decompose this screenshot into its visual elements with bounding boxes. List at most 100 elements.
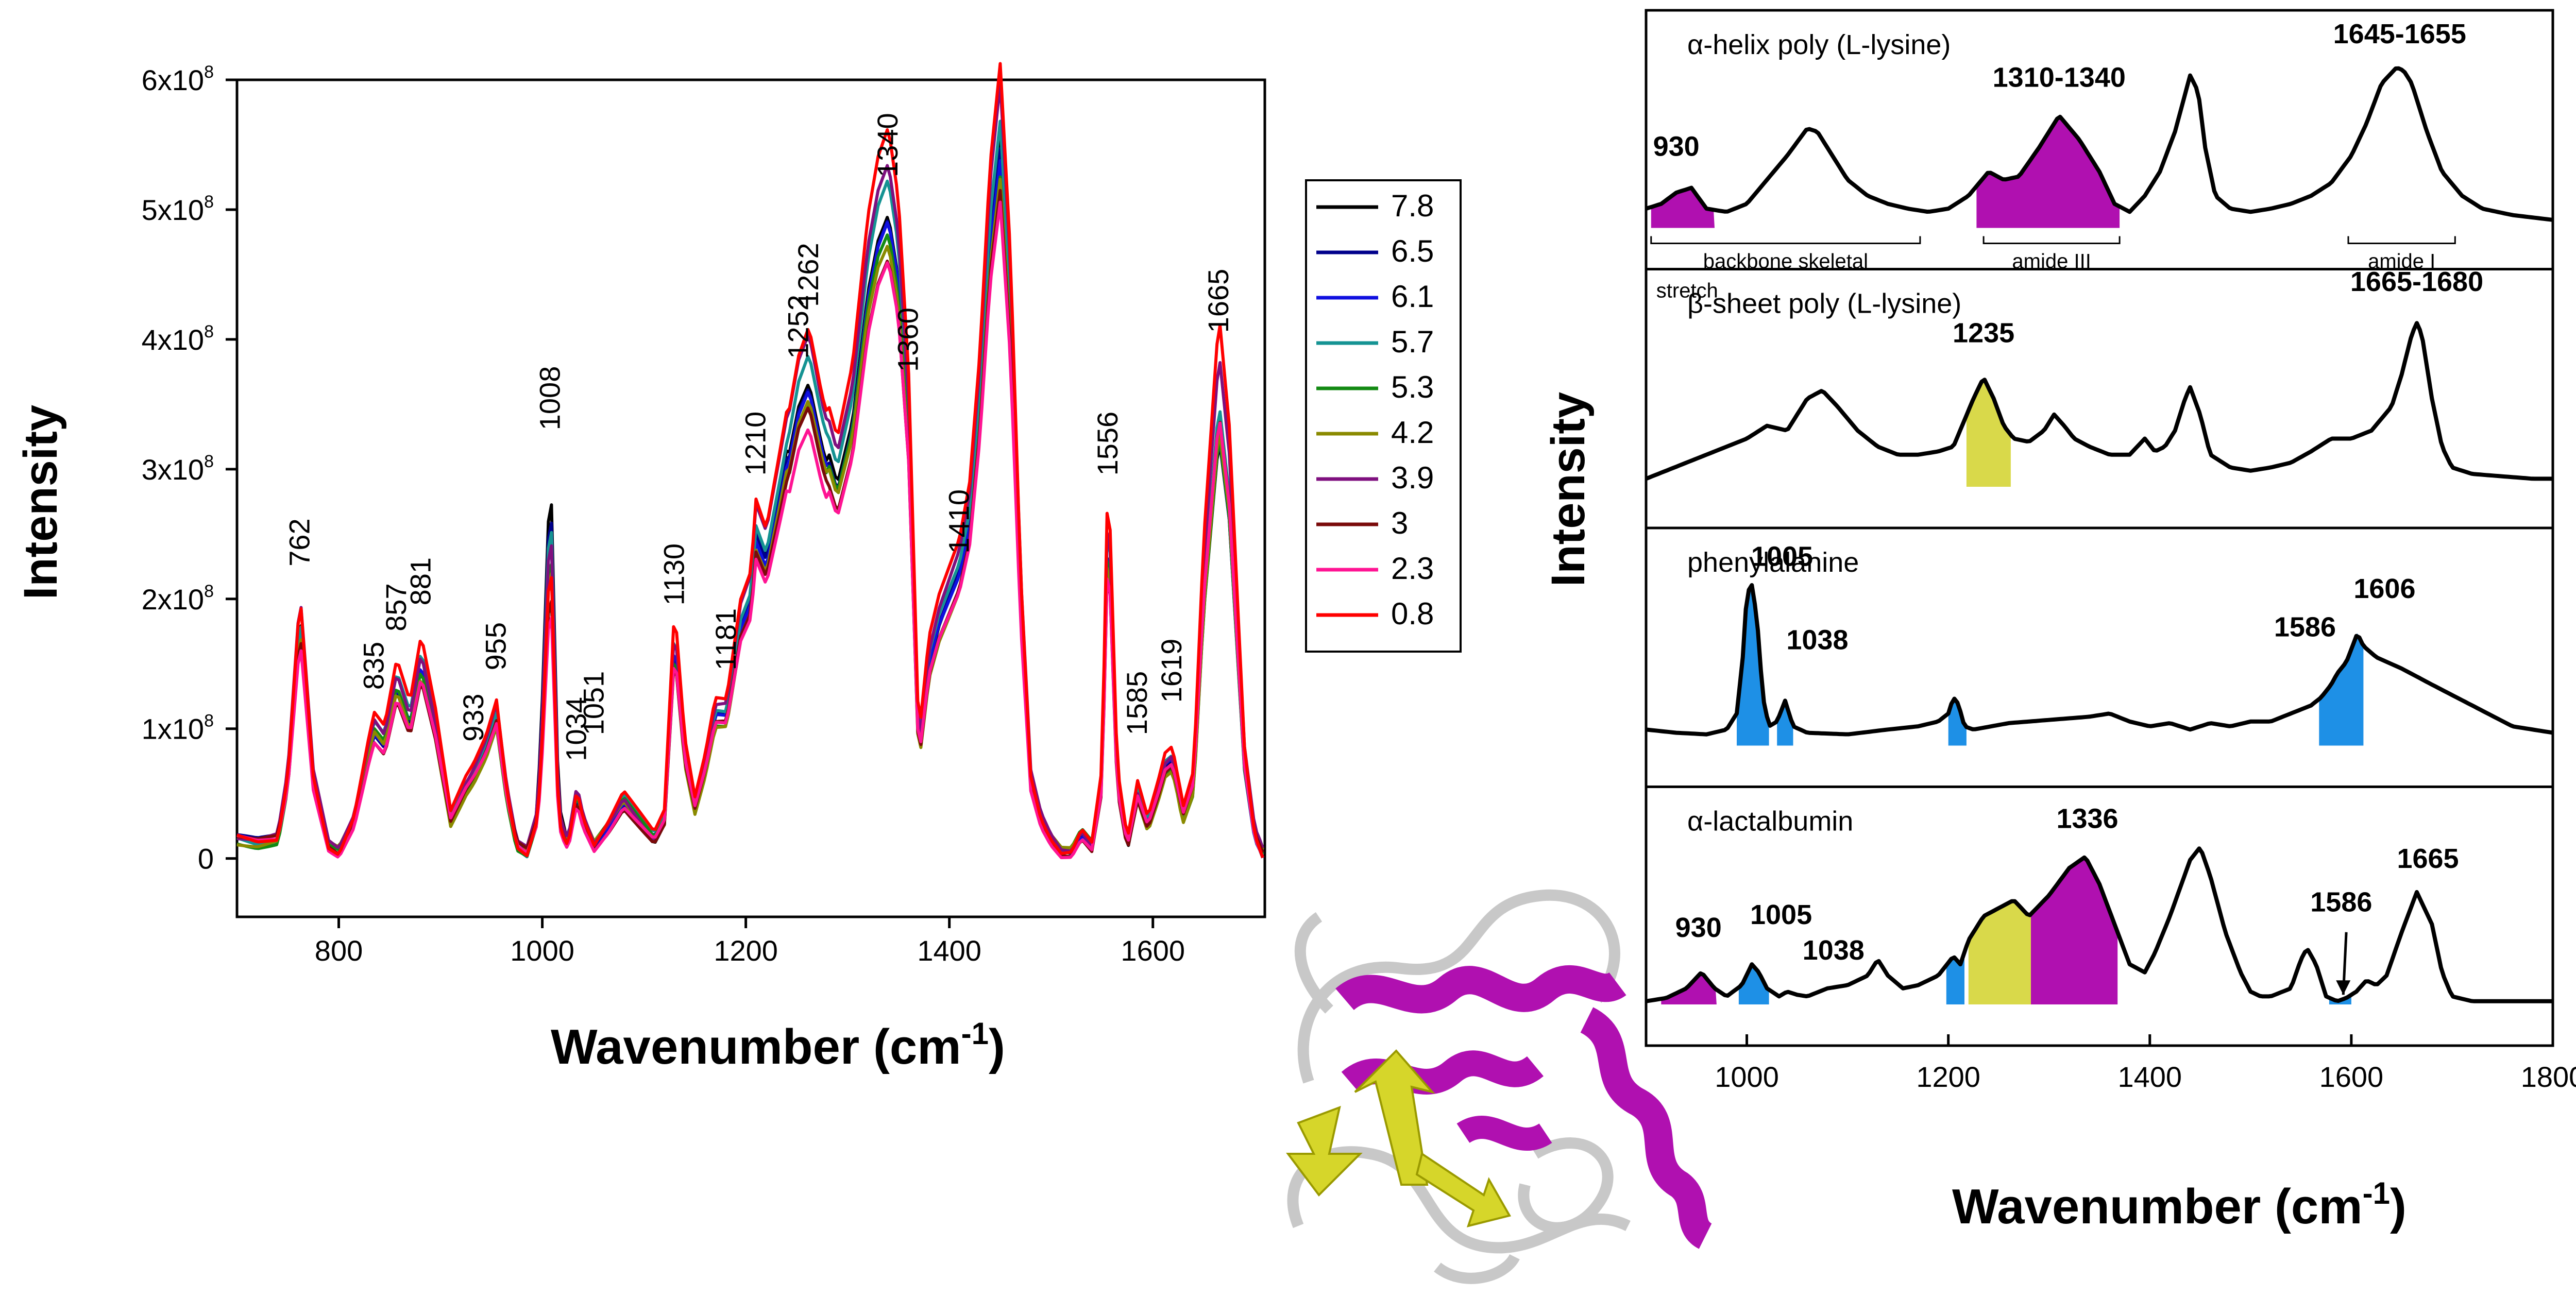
reference-spectrum-line xyxy=(1646,583,2553,737)
reference-spectrum-line xyxy=(1645,321,2553,481)
shaded-band xyxy=(1651,187,1715,228)
y-tick-base: 2x10 xyxy=(142,583,204,616)
y-tick-exponent: 8 xyxy=(204,582,214,601)
y-tick-label: 6x108 xyxy=(142,62,214,96)
peak-label-762: 762 xyxy=(283,518,315,566)
right-x-axis-label: Wavenumber (cm-1) xyxy=(1952,1176,2406,1234)
region-label-continued: stretch xyxy=(1656,280,1718,302)
panel-title: phenylalanine xyxy=(1687,547,1859,578)
peak-label-933: 933 xyxy=(457,693,489,741)
peak-label-835: 835 xyxy=(358,642,390,690)
peak-label-1210: 1210 xyxy=(739,412,771,476)
legend-label-6.5: 6.5 xyxy=(1391,234,1434,268)
peak-label-1051: 1051 xyxy=(577,671,609,736)
left-x-axis-label: Wavenumber (cm-1) xyxy=(551,1016,1005,1074)
y-tick-base: 5x10 xyxy=(142,194,204,226)
panel-title: α-lactalbumin xyxy=(1687,806,1853,837)
protein-ribbon-structure xyxy=(1286,890,1713,1284)
peak-label-1262: 1262 xyxy=(792,243,824,307)
shaded-band xyxy=(1738,965,1769,1004)
shaded-band xyxy=(1976,115,2120,228)
shaded-band xyxy=(2319,633,2364,746)
reference-spectrum-line xyxy=(1646,846,2553,1003)
legend-label-3.9: 3.9 xyxy=(1391,460,1434,495)
peak-label-1181: 1181 xyxy=(709,608,742,670)
legend-label-2.3: 2.3 xyxy=(1391,551,1434,586)
peak-label-930: 930 xyxy=(1675,912,1722,943)
y-tick-label: 1x108 xyxy=(142,711,214,745)
peak-label-955: 955 xyxy=(480,622,512,670)
y-tick-exponent: 8 xyxy=(204,62,214,82)
peak-label-1606: 1606 xyxy=(2353,573,2415,604)
x-tick-label: 1600 xyxy=(1121,934,1185,967)
panel-title: α-helix poly (L-lysine) xyxy=(1687,29,1951,60)
legend-label-5.3: 5.3 xyxy=(1391,370,1434,404)
x-tick-label: 1200 xyxy=(1916,1061,1980,1093)
series-line-6.5 xyxy=(236,147,1264,859)
reference-panel: α-helix poly (L-lysine) 930 1310-1340 1645-… xyxy=(1645,19,2553,302)
peak-label-1005: 1005 xyxy=(1750,899,1812,930)
region-bracket xyxy=(1982,236,2121,244)
peak-label-857: 857 xyxy=(380,583,412,631)
peak-label-1586: 1586 xyxy=(2274,612,2336,643)
right-reference-spectra: α-helix poly (L-lysine) 930 1310-1340 1645-… xyxy=(1542,9,2576,1234)
shaded-band xyxy=(1966,380,2011,487)
left-plot-frame xyxy=(235,78,1266,918)
reference-panels: α-helix poly (L-lysine) 930 1310-1340 1645-… xyxy=(1645,19,2553,1004)
series-line-0.8 xyxy=(236,62,1264,859)
legend-box xyxy=(1305,179,1462,653)
panel-title: β-sheet poly (L-lysine) xyxy=(1687,288,1961,319)
reference-panel: α-lactalbumin 930 1005 1038 1336 1586 1665 xyxy=(1646,786,2553,1004)
shaded-band xyxy=(1948,698,1967,746)
reference-panel: β-sheet poly (L-lysine)1235 1665-1680 xyxy=(1645,266,2553,487)
y-tick-exponent: 8 xyxy=(204,452,214,471)
x-tick-label: 1200 xyxy=(714,934,778,967)
x-tick-label: 1000 xyxy=(1715,1061,1779,1093)
peak-label-1410: 1410 xyxy=(942,489,975,554)
x-tick-label: 1400 xyxy=(917,934,981,967)
legend-label-3: 3 xyxy=(1391,506,1408,540)
right-y-axis-label: Intensity xyxy=(1542,392,1595,587)
y-tick-label: 5x108 xyxy=(142,192,214,226)
legend: 7.8 6.5 6.1 5.7 5.3 4.2 3.9 3 2.3 0.8 xyxy=(1305,179,1462,653)
peak-label-1665: 1665 xyxy=(2397,843,2459,874)
y-tick-label: 2x108 xyxy=(142,582,214,616)
y-tick-base: 0 xyxy=(198,843,214,875)
reference-spectrum-line xyxy=(1645,66,2553,222)
right-x-axis: 1000 1200 1400 1600 1800 xyxy=(1715,1034,2576,1093)
peak-label-1585: 1585 xyxy=(1121,671,1153,736)
legend-label-7.8: 7.8 xyxy=(1391,189,1434,223)
peak-label-1556: 1556 xyxy=(1091,412,1124,476)
peak-label-1038: 1038 xyxy=(1803,935,1865,966)
peak-label-881: 881 xyxy=(404,557,437,605)
region-bracket xyxy=(2347,236,2456,244)
shaded-band xyxy=(1968,900,2031,1004)
y-tick-base: 3x10 xyxy=(142,453,204,486)
peak-label-1619: 1619 xyxy=(1155,639,1188,703)
peak-label-1034: 1034 xyxy=(560,697,592,761)
peak-label-1586: 1586 xyxy=(2310,886,2372,917)
y-tick-label: 0 xyxy=(198,843,214,875)
y-tick-label: 4x108 xyxy=(142,322,214,356)
peak-label-1336: 1336 xyxy=(2056,803,2118,834)
y-tick-base: 4x10 xyxy=(142,323,204,356)
y-tick-exponent: 8 xyxy=(204,711,214,731)
x-tick-label: 800 xyxy=(315,934,363,967)
legend-label-0.8: 0.8 xyxy=(1391,596,1434,631)
x-tick-label: 1400 xyxy=(2117,1061,2182,1093)
peak-label-1235: 1235 xyxy=(1953,318,2014,349)
peak-label-1130: 1130 xyxy=(657,543,690,605)
peak-label-1665-1680: 1665-1680 xyxy=(2350,266,2483,297)
peak-label-1252: 1252 xyxy=(782,295,814,359)
peak-label-1008: 1008 xyxy=(533,366,566,431)
legend-label-4.2: 4.2 xyxy=(1391,415,1434,450)
peak-label-1665: 1665 xyxy=(1202,269,1234,333)
y-tick-label: 3x108 xyxy=(142,452,214,486)
left-x-axis: 800 1000 1200 1400 1600 xyxy=(315,917,1185,967)
left-series-lines xyxy=(236,62,1264,859)
peak-label-1340: 1340 xyxy=(871,113,904,177)
x-tick-label: 1000 xyxy=(510,934,574,967)
